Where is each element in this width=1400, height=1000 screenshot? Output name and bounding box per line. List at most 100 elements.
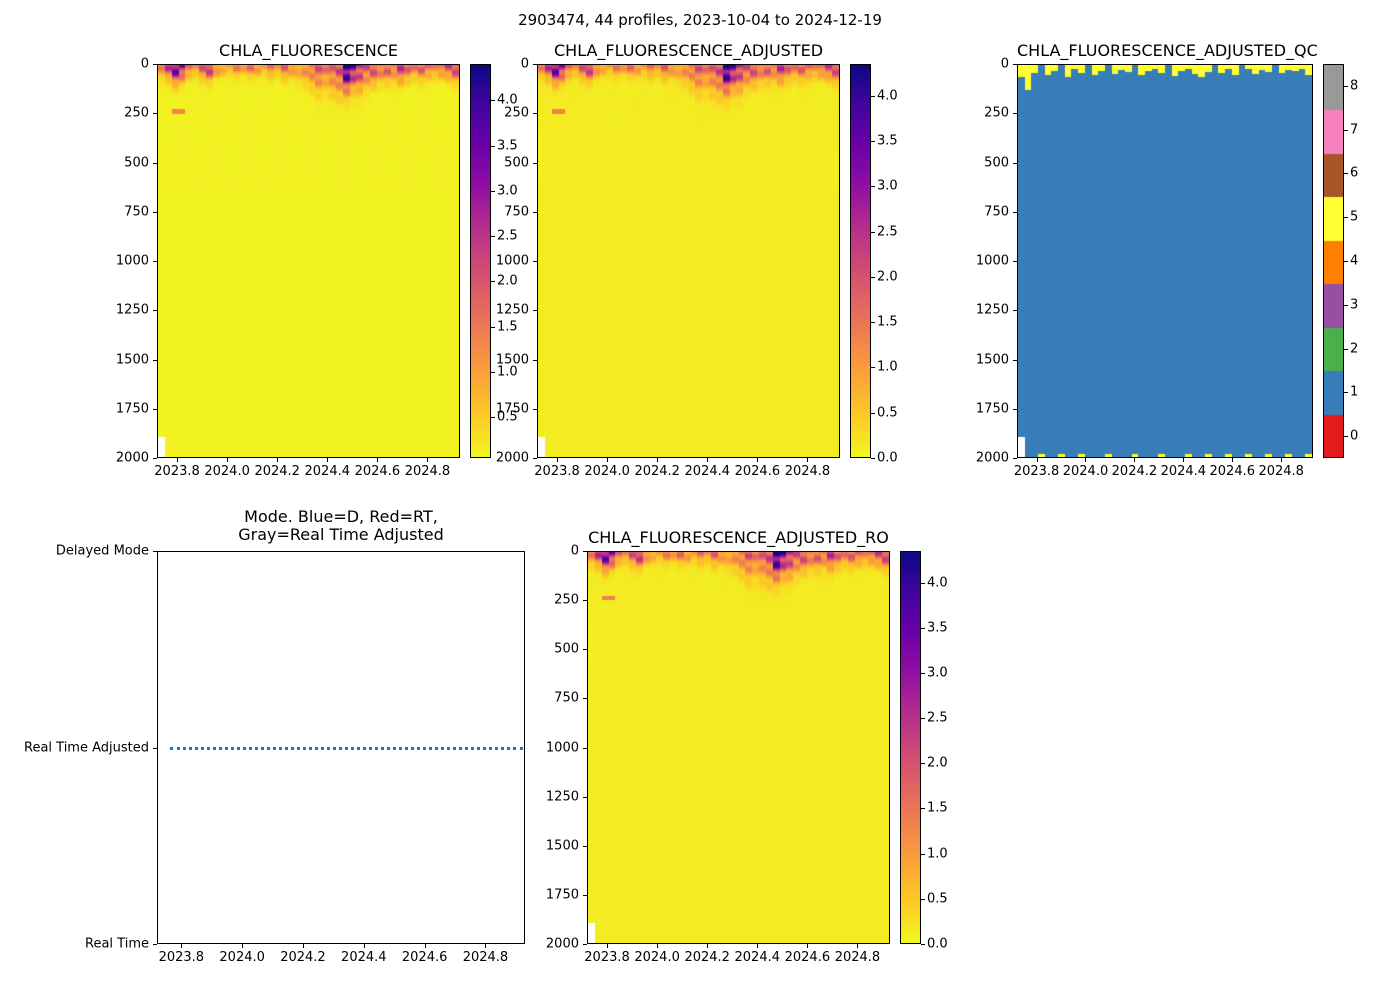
colorbar-tick-label: 2.5 (497, 228, 518, 244)
y-tick-mark (153, 212, 157, 213)
y-tick-label: 1000 (115, 253, 149, 269)
y-tick-mark (583, 551, 587, 552)
y-tick-label: 1250 (495, 302, 529, 318)
colorbar-tick-mark (491, 417, 495, 418)
y-tick-mark (583, 698, 587, 699)
colorbar-tick-label: 2.0 (927, 755, 948, 771)
x-tick-label: 2024.2 (254, 464, 300, 479)
y-tick-label: 1750 (975, 401, 1009, 417)
x-tick-label: 2024.6 (784, 950, 831, 965)
colorbar-chla-adjusted-ro (900, 551, 921, 944)
heatmap-chla-adjusted-ro (587, 551, 890, 944)
colorbar-tick-mark (871, 367, 875, 368)
colorbar-tick-label: 2.5 (877, 224, 898, 240)
colorbar-tick-mark (921, 673, 925, 674)
colorbar-tick-label: 2.5 (927, 710, 948, 726)
y-tick-mark (153, 163, 157, 164)
subplot-title-chla-adjusted: CHLA_FLUORESCENCE_ADJUSTED (553, 41, 824, 60)
subplot-title-chla-adjusted-qc: CHLA_FLUORESCENCE_ADJUSTED_QC (1017, 41, 1318, 60)
colorbar-tick-mark (921, 808, 925, 809)
colorbar-tick-label: 0.5 (497, 409, 518, 425)
y-tick-label: 1500 (115, 352, 149, 367)
y-tick-label: 750 (504, 204, 529, 220)
colorbar-tick-label: 2 (1350, 341, 1359, 357)
y-tick-label: 2000 (545, 936, 579, 952)
x-tick-label: 2024.4 (684, 464, 731, 479)
x-tick-mark (707, 944, 708, 948)
x-tick-label: 2024.2 (684, 950, 730, 965)
x-tick-mark (1037, 458, 1038, 462)
x-tick-mark (485, 944, 486, 948)
y-tick-mark (583, 600, 587, 601)
x-tick-mark (377, 458, 378, 462)
y-tick-label: 250 (504, 105, 529, 121)
heatmap-chla-fluorescence (157, 64, 460, 458)
y-tick-mark (1013, 163, 1017, 164)
colorbar-tick-mark (921, 899, 925, 900)
y-tick-label: 1750 (545, 887, 579, 903)
x-tick-label: 2023.8 (584, 950, 630, 965)
mode-plot (157, 551, 525, 944)
mode-y-tick-label: Delayed Mode (55, 543, 149, 559)
colorbar-tick-label: 0.0 (877, 450, 898, 466)
x-tick-label: 2024.2 (1111, 464, 1158, 479)
y-tick-label: 2000 (495, 450, 529, 466)
y-tick-label: 1000 (545, 740, 579, 755)
y-tick-label: 1250 (115, 302, 149, 318)
x-tick-mark (807, 944, 808, 948)
colorbar-tick-label: 4.0 (927, 575, 948, 591)
x-tick-label: 2024.8 (784, 464, 831, 479)
colorbar-tick-label: 2.0 (497, 273, 518, 289)
subplot-title-chla-fluorescence: CHLA_FLUORESCENCE (219, 41, 398, 60)
y-tick-label: 500 (124, 155, 149, 170)
colorbar-tick-mark (921, 628, 925, 629)
y-tick-mark (533, 458, 537, 459)
colorbar-tick-mark (871, 322, 875, 323)
colorbar-chla-adjusted (850, 64, 871, 458)
y-tick-label: 1250 (975, 302, 1009, 318)
y-tick-mark (583, 895, 587, 896)
colorbar-tick-mark (871, 141, 875, 142)
colorbar-tick-mark (921, 944, 925, 945)
colorbar-tick-mark (1344, 86, 1348, 87)
y-tick-mark (153, 310, 157, 311)
x-tick-label: 2024.8 (1258, 464, 1304, 479)
y-tick-mark (583, 846, 587, 847)
colorbar-tick-label: 0 (1350, 428, 1359, 444)
y-tick-label: 250 (554, 592, 579, 608)
colorbar-tick-label: 4.0 (877, 88, 898, 104)
x-tick-label: 2024.6 (1209, 464, 1256, 479)
colorbar-tick-label: 4.0 (497, 92, 518, 108)
x-tick-label: 2024.0 (634, 950, 680, 965)
figure-title: 2903474, 44 profiles, 2023-10-04 to 2024… (518, 11, 882, 29)
colorbar-tick-label: 0.5 (927, 891, 948, 907)
x-tick-mark (327, 458, 328, 462)
colorbar-tick-mark (491, 100, 495, 101)
x-tick-mark (857, 944, 858, 948)
y-tick-mark (153, 360, 157, 361)
colorbar-tick-label: 6 (1350, 165, 1359, 181)
colorbar-tick-mark (921, 718, 925, 719)
x-tick-mark (657, 458, 658, 462)
x-tick-label: 2024.4 (304, 464, 351, 479)
x-tick-label: 2024.6 (354, 464, 401, 479)
y-tick-mark (583, 797, 587, 798)
y-tick-mark (153, 409, 157, 410)
x-tick-label: 2024.8 (462, 950, 509, 965)
colorbar-tick-mark (871, 413, 875, 414)
colorbar-tick-mark (491, 146, 495, 147)
y-tick-label: 1750 (115, 401, 149, 417)
y-tick-label: 750 (124, 204, 149, 220)
y-tick-mark (1013, 310, 1017, 311)
subplot-title-chla-adjusted-ro: CHLA_FLUORESCENCE_ADJUSTED_RO (588, 528, 889, 547)
x-tick-mark (757, 944, 758, 948)
x-tick-label: 2024.0 (219, 950, 265, 965)
y-tick-label: 500 (554, 641, 579, 657)
heatmap-chla-canvas (158, 65, 459, 457)
y-tick-mark (1013, 360, 1017, 361)
y-tick-label: 2000 (115, 450, 149, 466)
x-tick-label: 2024.6 (734, 464, 781, 479)
x-tick-label: 2024.0 (584, 464, 630, 479)
colorbar-tick-label: 1.0 (877, 359, 898, 375)
y-tick-label: 750 (984, 204, 1009, 220)
